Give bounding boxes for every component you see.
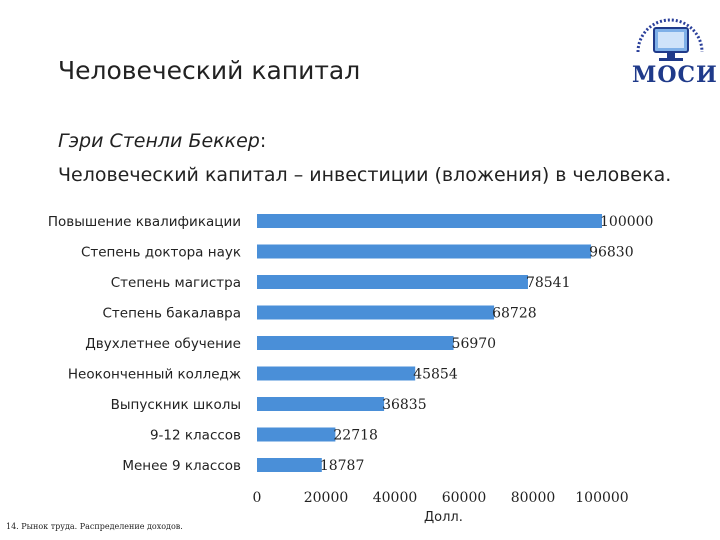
value-label: 56970	[452, 336, 497, 352]
bar	[257, 458, 322, 472]
category-label: Степень бакалавра	[102, 306, 241, 322]
x-tick-label: 20000	[304, 490, 349, 506]
value-label: 100000	[600, 214, 653, 230]
value-label: 96830	[589, 245, 634, 261]
bar	[257, 336, 454, 350]
bar	[257, 305, 495, 320]
slide-subtitle: Гэри Стенли Беккер: Человеческий капитал…	[58, 124, 671, 192]
computer-monitor-logo-icon	[636, 18, 704, 61]
x-tick-label: 80000	[511, 490, 556, 506]
value-label: 78541	[526, 275, 571, 291]
value-label: 36835	[382, 397, 427, 413]
x-tick-label: 60000	[442, 490, 487, 506]
category-label: Двухлетнее обучение	[85, 336, 241, 352]
x-tick-label: 40000	[373, 490, 418, 506]
footer-text: 14. Рынок труда. Распределение доходов.	[6, 522, 183, 531]
bar	[257, 244, 592, 259]
bar	[257, 275, 528, 289]
x-tick-label: 100000	[575, 490, 628, 506]
bar	[257, 397, 385, 411]
category-label: Повышение квалификации	[48, 214, 241, 230]
author-suffix: :	[259, 130, 267, 152]
category-label: Степень доктора наук	[81, 245, 241, 261]
x-tick-label: 0	[253, 490, 262, 506]
value-label: 22718	[333, 428, 378, 444]
value-label: 18787	[320, 458, 365, 474]
bar	[257, 366, 416, 381]
author-line: Гэри Стенли Беккер:	[58, 124, 671, 158]
bar	[257, 427, 336, 442]
x-axis-label: Долл.	[424, 510, 463, 525]
logo-text: МОСИ	[632, 62, 718, 88]
value-label: 68728	[492, 306, 537, 322]
category-label: 9-12 классов	[150, 428, 241, 444]
category-label: Неоконченный колледж	[68, 367, 241, 383]
author-name: Гэри Стенли Беккер	[58, 130, 260, 152]
category-label: Выпускник школы	[111, 397, 241, 413]
definition-text: Человеческий капитал – инвестиции (вложе…	[58, 164, 672, 186]
category-label: Степень магистра	[111, 275, 241, 291]
category-label: Менее 9 классов	[122, 458, 241, 474]
bar	[257, 214, 602, 228]
slide-title: Человеческий капитал	[58, 56, 361, 85]
value-label: 45854	[413, 367, 458, 383]
